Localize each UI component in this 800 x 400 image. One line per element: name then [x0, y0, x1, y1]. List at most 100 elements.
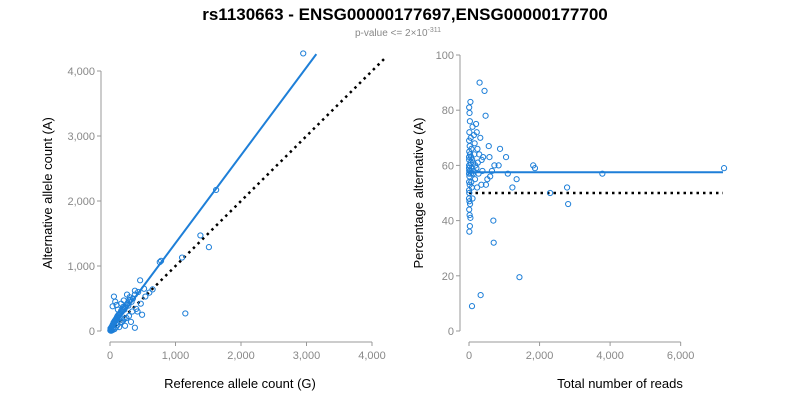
subtitle-exponent: -311 — [428, 27, 442, 34]
left-data-point — [121, 322, 129, 329]
left-data-point — [197, 232, 204, 239]
left-data-point — [182, 310, 189, 317]
right-data-point — [495, 162, 502, 169]
left-data-point — [112, 298, 119, 305]
right-y-tick-label: 100 — [436, 50, 454, 62]
right-y-axis-label: Percentage alternative (A) — [411, 117, 426, 268]
right-data-point — [471, 140, 478, 147]
right-x-axis-label: Total number of reads — [557, 376, 683, 391]
left-data-point — [213, 186, 220, 194]
right-data-point — [481, 87, 488, 94]
right-data-point — [477, 292, 484, 299]
right-data-point — [516, 274, 523, 281]
left-y-axis-label: Alternative allele count (A) — [40, 117, 55, 269]
right-data-point — [474, 184, 481, 191]
left-data-point — [131, 324, 138, 331]
right-data-point — [469, 123, 476, 130]
left-x-tick-label: 1,000 — [162, 350, 190, 362]
left-data-point — [157, 257, 165, 264]
right-data-point — [468, 303, 476, 310]
subtitle-times: × — [411, 28, 417, 39]
right-data-point — [476, 151, 483, 158]
right-data-point — [466, 198, 473, 205]
right-data-point — [547, 189, 554, 197]
right-data-point — [472, 120, 480, 128]
right-y-tick-label: 20 — [442, 271, 454, 283]
left-data-point — [205, 244, 213, 251]
right-data-point — [502, 154, 510, 161]
left-data-point — [118, 318, 125, 325]
right-data-point — [466, 118, 473, 125]
left-x-tick-label: 4,000 — [358, 350, 386, 362]
subtitle-base: 10 — [416, 28, 428, 39]
percentage-scatter-panel: Total number of reads Percentage alterna… — [411, 50, 728, 391]
right-data-point — [513, 176, 520, 183]
right-data-point — [565, 200, 572, 208]
right-y-tick-label: 0 — [448, 326, 454, 338]
left-data-point — [108, 327, 115, 334]
right-data-point — [465, 154, 473, 161]
left-data-point — [109, 303, 116, 310]
right-data-point — [466, 129, 473, 136]
right-data-point — [466, 137, 473, 144]
right-data-point — [482, 112, 489, 119]
allele-count-scatter-panel: Reference allele count (G) Alternative a… — [40, 50, 386, 391]
chart-subtitle: p-value <= 2×10-311 — [355, 27, 441, 39]
right-data-point — [484, 176, 491, 183]
left-data-point — [300, 50, 307, 57]
right-y-tick-label: 80 — [442, 105, 454, 117]
right-data-point — [467, 214, 474, 221]
left-data-point — [123, 291, 131, 298]
left-y-tick-label: 3,000 — [67, 131, 95, 143]
left-data-point — [178, 254, 186, 261]
right-x-tick-label: 4,000 — [596, 350, 624, 362]
left-data-point — [133, 305, 140, 312]
left-y-tick-label: 4,000 — [67, 66, 95, 78]
left-data-point — [149, 286, 156, 293]
left-x-tick-label: 3,000 — [293, 350, 321, 362]
right-data-point — [466, 228, 473, 235]
right-data-point — [466, 206, 473, 213]
left-y-tick-label: 0 — [89, 326, 95, 338]
right-y-tick-label: 40 — [442, 216, 454, 228]
right-data-point — [474, 145, 481, 152]
right-data-point — [466, 104, 473, 111]
right-data-point — [466, 162, 473, 169]
left-x-tick-label: 0 — [107, 350, 113, 362]
left-reference-line — [109, 57, 386, 332]
left-data-point — [156, 259, 163, 266]
right-data-point — [467, 98, 474, 106]
subtitle-prefix: p-value <= 2 — [355, 28, 411, 39]
chart-title: rs1130663 - ENSG00000177697,ENSG00000177… — [202, 5, 608, 24]
left-fit-line — [109, 53, 318, 332]
left-y-tick-label: 1,000 — [67, 261, 95, 273]
right-data-point — [490, 217, 497, 224]
right-data-point — [599, 170, 606, 177]
right-data-point — [478, 181, 485, 188]
right-x-tick-label: 0 — [466, 350, 472, 362]
right-data-point — [486, 154, 493, 161]
right-data-point — [720, 165, 728, 172]
right-data-point — [485, 142, 492, 150]
left-data-point — [114, 306, 121, 313]
right-x-tick-label: 6,000 — [667, 350, 695, 362]
left-data-point — [127, 318, 135, 325]
left-data-point — [120, 297, 127, 304]
left-y-tick-label: 2,000 — [67, 196, 95, 208]
left-data-point — [142, 293, 149, 300]
right-data-point — [466, 178, 473, 186]
left-data-point — [127, 296, 134, 303]
right-y-tick-label: 60 — [442, 160, 454, 172]
right-data-point — [476, 79, 483, 86]
left-data-point — [110, 293, 118, 300]
right-data-point — [482, 181, 490, 188]
right-data-point — [488, 167, 496, 175]
left-data-point — [125, 312, 133, 320]
left-data-point — [146, 289, 153, 296]
right-data-point — [465, 195, 473, 202]
right-data-point — [466, 223, 473, 230]
right-data-point — [509, 184, 516, 191]
right-data-point — [563, 184, 571, 191]
right-data-point — [504, 170, 511, 177]
